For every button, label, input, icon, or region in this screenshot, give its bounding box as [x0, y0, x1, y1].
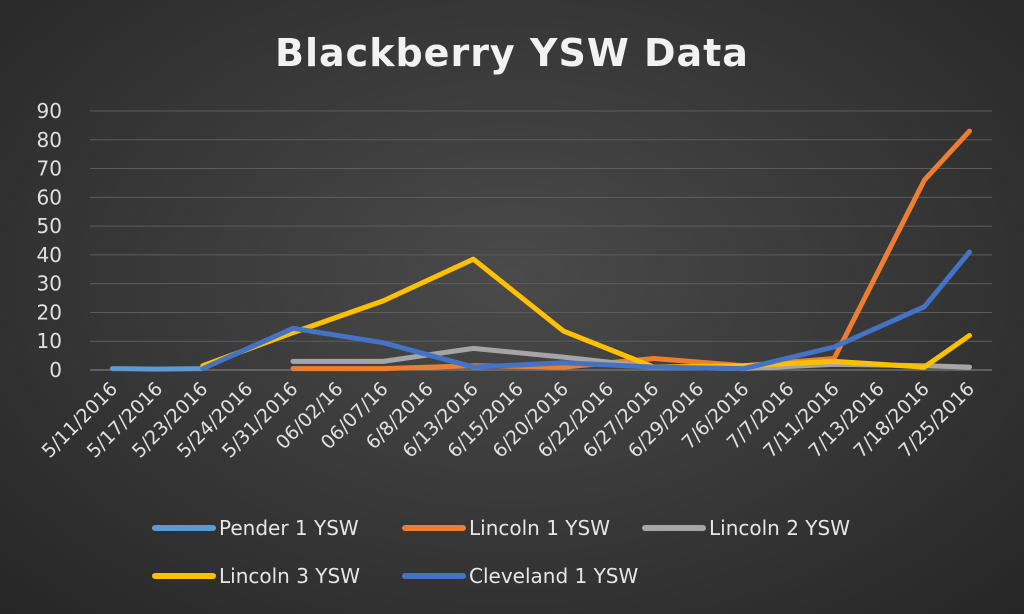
series-line-lincoln-3-ysw [200, 256, 972, 370]
y-tick-label: 20 [37, 300, 62, 324]
chart-title: Blackberry YSW Data [275, 31, 749, 75]
legend-label: Pender 1 YSW [219, 516, 359, 540]
y-tick-label: 70 [37, 157, 62, 181]
y-tick-label: 80 [37, 128, 62, 152]
series-line-lincoln-1-ysw [290, 128, 972, 372]
grid-lines [90, 110, 992, 371]
legend-label: Lincoln 3 YSW [219, 564, 360, 588]
y-tick-label: 50 [37, 214, 62, 238]
y-axis-ticks: 0 10 20 30 40 50 60 70 80 90 [37, 99, 62, 382]
legend-label: Cleveland 1 YSW [469, 564, 639, 588]
y-tick-label: 90 [37, 99, 62, 123]
legend: Pender 1 YSW Lincoln 1 YSW Lincoln 2 YSW Li… [152, 516, 850, 588]
series-line-cleveland-1-ysw [200, 249, 972, 372]
y-tick-label: 40 [37, 243, 62, 267]
y-tick-label: 60 [37, 185, 62, 209]
series-lines [110, 128, 972, 372]
series-line-pender-1-ysw [110, 366, 206, 372]
y-tick-label: 10 [37, 329, 62, 353]
y-tick-label: 0 [49, 358, 62, 382]
legend-label: Lincoln 2 YSW [709, 516, 850, 540]
x-axis-ticks: 5/11/20165/17/20165/23/20165/24/20165/31… [38, 378, 979, 462]
legend-label: Lincoln 1 YSW [469, 516, 610, 540]
y-tick-label: 30 [37, 272, 62, 296]
